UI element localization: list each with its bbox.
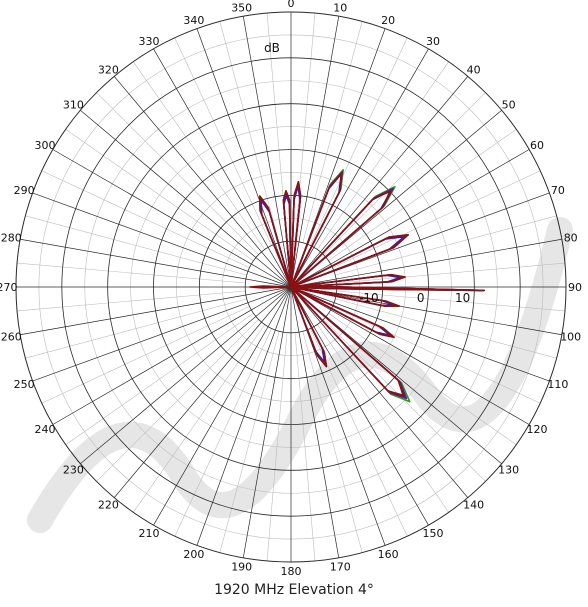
angle-tick-label: 230 [63, 464, 84, 477]
angle-tick-label: 0 [288, 0, 295, 10]
angle-tick-label: 120 [527, 423, 548, 436]
ring [198, 194, 384, 380]
ring [61, 57, 521, 517]
angle-tick-label: 60 [530, 139, 544, 152]
ring [15, 11, 567, 563]
ring [153, 149, 429, 425]
angle-tick-label: 250 [14, 378, 35, 391]
chart-caption: 1920 MHz Elevation 4° [214, 582, 374, 598]
angle-tick-label: 310 [63, 98, 84, 111]
watermark [27, 217, 573, 533]
angle-tick-label: 90 [568, 281, 582, 294]
ring [107, 103, 475, 471]
angle-tick-label: 260 [1, 330, 22, 343]
angle-tick-label: 330 [139, 35, 160, 48]
angle-tick-label: 50 [502, 98, 516, 111]
chart-labels: 0 102030405060708090100110120130140150160… [0, 0, 582, 578]
angle-tick-label: 200 [183, 548, 204, 561]
series-line-3 [249, 173, 486, 397]
angle-tick-label: 10 [333, 1, 347, 14]
radial-tick-label: 0 [417, 291, 425, 305]
angle-tick-label: 40 [467, 63, 481, 76]
watermark-stroke [27, 217, 573, 533]
angle-tick-label: 220 [98, 499, 119, 512]
angle-tick-label: 290 [14, 184, 35, 197]
angle-tick-label: 170 [330, 561, 351, 574]
unit-label: dB [264, 41, 280, 55]
angle-tick-label: 30 [426, 35, 440, 48]
angle-tick-label: 300 [35, 139, 56, 152]
angle-tick-label: 70 [551, 184, 565, 197]
angle-tick-label: 210 [139, 527, 160, 540]
angle-tick-label: 100 [560, 330, 581, 343]
polar-chart: 0 102030405060708090100110120130140150160… [0, 0, 582, 578]
angle-tick-label: 340 [183, 14, 204, 27]
angle-tick-label: 20 [381, 14, 395, 27]
angle-tick-label: 150 [423, 527, 444, 540]
angle-tick-label: 320 [98, 63, 119, 76]
angle-tick-label: 160 [378, 548, 399, 561]
radial-tick-label: -10 [359, 291, 379, 305]
angle-tick-label: 140 [463, 499, 484, 512]
angle-tick-label: 240 [35, 423, 56, 436]
series-layer [249, 169, 486, 403]
angle-tick-label: 130 [498, 464, 519, 477]
radial-tick-label: 10 [455, 291, 470, 305]
angle-tick-label: 80 [564, 232, 578, 245]
angle-tick-label: 190 [231, 561, 252, 574]
angle-tick-label: 350 [231, 1, 252, 14]
angle-tick-label: 280 [1, 232, 22, 245]
angle-tick-label: 180 [281, 565, 302, 578]
angle-tick-label: 110 [547, 378, 568, 391]
angle-tick-label: 270 [0, 281, 18, 294]
